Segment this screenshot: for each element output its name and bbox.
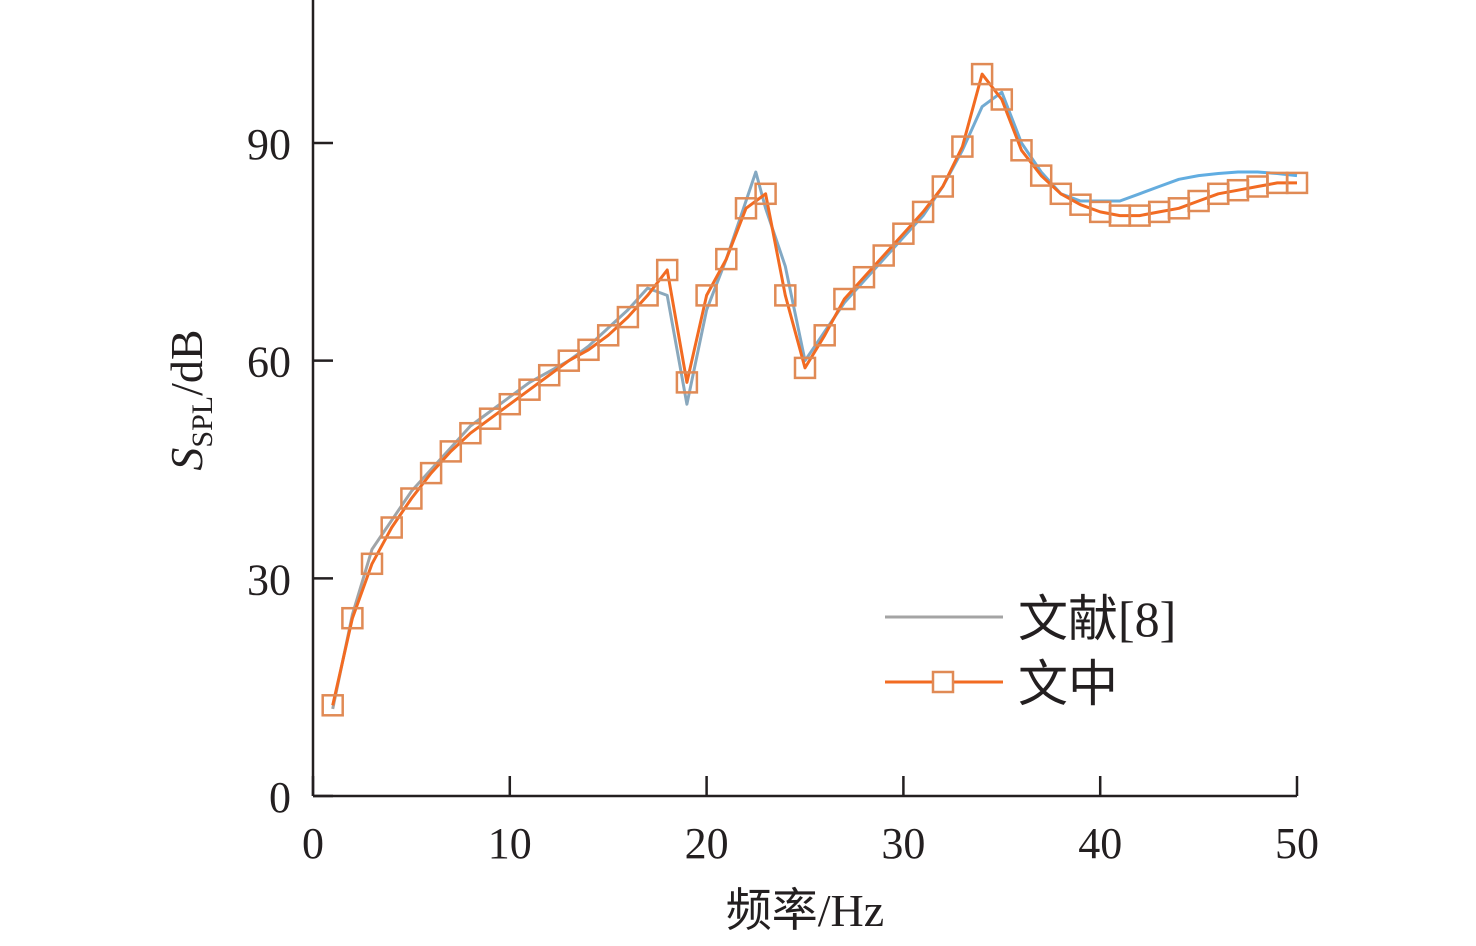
- series-point-present: [537, 363, 561, 387]
- x-tick-label: 30: [881, 819, 925, 868]
- series-point-present: [616, 305, 640, 329]
- series-point-present: [596, 324, 620, 347]
- series-point-present: [951, 135, 974, 158]
- series-point-present: [754, 182, 777, 206]
- y-axis-title-main: S: [161, 448, 212, 471]
- series-point-present: [439, 440, 463, 463]
- series-point-present: [833, 287, 856, 311]
- series-point-present: [852, 265, 876, 289]
- series-point-present: [498, 392, 522, 416]
- series-point-present: [459, 421, 482, 445]
- x-tick-label: 10: [488, 819, 532, 868]
- series-point-present: [636, 284, 659, 307]
- series-point-present: [774, 284, 797, 307]
- x-tick-label: 20: [685, 819, 729, 868]
- y-axis-title: SSPL/dB: [161, 329, 219, 470]
- series-point-present: [734, 197, 758, 220]
- series-point-present: [793, 356, 817, 380]
- series-point-present: [419, 461, 443, 485]
- series-point-present: [1029, 164, 1053, 187]
- series-point-present: [341, 606, 364, 630]
- y-ticks: 0 30 60 90: [247, 120, 333, 822]
- x-tick-label: 40: [1078, 819, 1122, 868]
- series-point-present: [478, 407, 502, 430]
- series-point-present: [715, 247, 738, 271]
- plot-area: [311, 0, 1297, 798]
- x-tick-label: 0: [302, 819, 324, 868]
- series-point-present: [911, 200, 935, 224]
- legend-label-present: 文中: [1018, 656, 1118, 712]
- series-point-present: [931, 175, 955, 198]
- x-ticks: 0 10 20 30 40 50: [302, 776, 1319, 868]
- y-tick-label: 0: [269, 773, 291, 822]
- series-point-present: [872, 244, 895, 267]
- y-tick-label: 60: [247, 338, 291, 387]
- series-point-present: [970, 62, 994, 86]
- y-axis-title-unit: /dB: [161, 329, 212, 395]
- x-axis-title: 频率/Hz: [726, 885, 884, 936]
- series-point-present: [892, 222, 915, 245]
- y-tick-label: 30: [247, 555, 291, 604]
- series-point-present: [321, 694, 344, 717]
- series-line-reference: [331, 90, 1298, 710]
- series-point-present: [675, 371, 699, 394]
- series-point-present: [813, 324, 836, 347]
- series-point-present: [695, 284, 718, 307]
- legend: 文献[8] 文中: [885, 591, 1176, 712]
- legend-marker-present: [931, 670, 955, 694]
- series-point-present: [518, 378, 541, 401]
- series-point-present: [380, 516, 403, 539]
- series-point-present: [655, 258, 679, 282]
- series-point-present: [400, 487, 423, 510]
- series-line-present: [331, 72, 1297, 706]
- y-axis-title-sub: SPL: [186, 396, 219, 448]
- legend-label-reference: 文献[8]: [1018, 591, 1176, 647]
- series-point-present: [360, 552, 384, 576]
- x-tick-label: 50: [1275, 819, 1319, 868]
- series-point-present: [577, 338, 600, 362]
- series-point-present: [1285, 171, 1309, 195]
- series-point-present: [1010, 139, 1033, 162]
- series-point-present: [990, 88, 1014, 111]
- series-layer: [321, 62, 1309, 717]
- y-tick-label: 90: [247, 120, 291, 169]
